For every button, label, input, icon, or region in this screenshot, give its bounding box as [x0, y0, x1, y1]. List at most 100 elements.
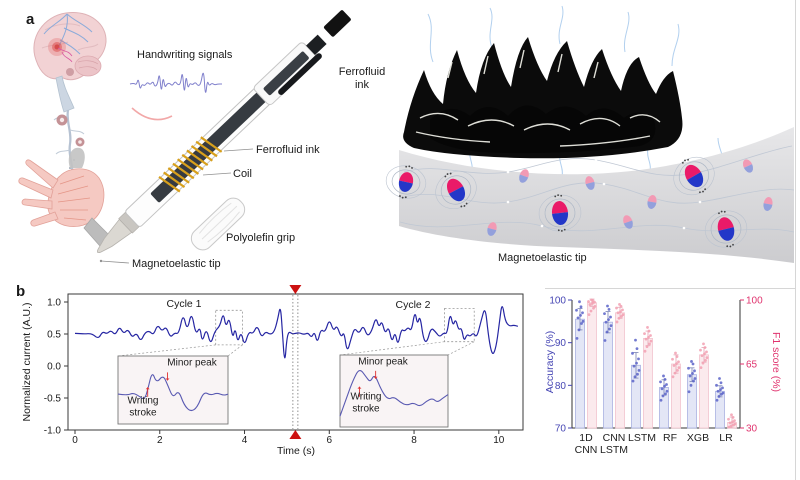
- category-label-0: 1D CNN: [574, 432, 598, 456]
- data-point: [590, 298, 593, 302]
- dipole-particle-small: [585, 176, 595, 190]
- data-point: [677, 360, 680, 364]
- data-point: [615, 320, 619, 324]
- data-point: [635, 347, 639, 351]
- acc-tick-label: 90: [555, 338, 567, 349]
- leader-lines: [99, 148, 254, 264]
- dipole-north: [399, 172, 414, 184]
- pole-dot: [463, 204, 466, 207]
- data-point: [605, 330, 609, 334]
- data-point: [692, 379, 695, 383]
- data-point: [579, 313, 582, 317]
- data-point: [660, 387, 664, 391]
- dipole-south: [623, 220, 633, 229]
- ytick-label: 1.0: [47, 298, 61, 309]
- dipole-south: [519, 174, 529, 183]
- pole-dot: [408, 165, 411, 168]
- data-point: [721, 391, 725, 395]
- handwriting-waveform: [129, 72, 222, 93]
- bar-f1-score-0: [587, 302, 597, 429]
- zoom-region-box: [444, 307, 475, 343]
- data-point: [633, 375, 637, 379]
- handwriting-signals-label: Handwriting signals: [137, 49, 233, 61]
- data-point: [705, 350, 708, 354]
- data-point: [721, 386, 724, 390]
- data-point: [704, 358, 707, 362]
- ytick-label: 0.0: [47, 362, 61, 373]
- annotation-arrowhead: [373, 376, 378, 379]
- pole-dot: [560, 194, 563, 197]
- cycle2-label: Cycle 2: [395, 298, 431, 311]
- data-point: [606, 304, 609, 308]
- data-point: [689, 383, 693, 387]
- xtick-label: 2: [157, 435, 163, 446]
- data-point: [690, 360, 693, 363]
- coil-graphic: [158, 136, 223, 193]
- data-point: [674, 351, 677, 355]
- magnetoelastic-tip-pen-label: Magnetoelastic tip: [132, 258, 221, 270]
- accuracy-axis-label: Accuracy (%): [543, 330, 556, 394]
- data-point: [615, 306, 618, 310]
- ferrofluid-ink-blob-label: Ferrofluid ink: [338, 66, 386, 91]
- pole-dot: [687, 158, 689, 161]
- data-point: [647, 329, 651, 333]
- data-point: [716, 389, 720, 393]
- annotation-arrowhead: [145, 387, 150, 390]
- pole-dot: [729, 245, 732, 248]
- zoom-connector: [117, 344, 216, 357]
- ytick-label: -0.5: [44, 394, 62, 405]
- data-point: [705, 356, 709, 359]
- data-point: [576, 316, 580, 320]
- category-label-2: LSTM: [627, 432, 656, 444]
- main-plot-frame: [67, 293, 524, 431]
- data-point: [659, 380, 662, 384]
- ytick-label: -1.0: [44, 426, 62, 437]
- minor-peak-label-2: Minor peak: [358, 356, 408, 368]
- data-point: [665, 389, 669, 393]
- data-point: [575, 337, 579, 340]
- cerebellum: [74, 55, 102, 77]
- dipole-north: [647, 195, 657, 203]
- panel-b-letter: b: [16, 283, 26, 300]
- category-label-5: LR: [719, 432, 733, 444]
- pole-dot: [444, 175, 447, 178]
- data-point: [693, 377, 697, 380]
- nerve-pathway: [53, 109, 85, 177]
- data-point: [733, 422, 737, 426]
- dipole-particle-small: [623, 215, 633, 229]
- data-point: [631, 379, 635, 383]
- data-point: [589, 309, 593, 313]
- brain-vessels: [43, 13, 93, 55]
- pole-dot: [557, 229, 560, 232]
- xtick-label: 4: [242, 435, 248, 446]
- category-label-1: CNN LSTM: [599, 432, 628, 456]
- pole-dot: [682, 161, 684, 164]
- pole-dot: [718, 212, 720, 215]
- ferrofluid-ink-pen-label: Ferrofluid ink: [256, 144, 320, 156]
- data-point: [646, 326, 649, 329]
- xtick-label: 8: [411, 435, 417, 446]
- data-point: [593, 305, 597, 308]
- data-point: [675, 355, 679, 359]
- data-point: [578, 300, 581, 304]
- dipole-north: [446, 178, 464, 194]
- ferrofluid-blob: [403, 37, 683, 159]
- data-point: [665, 383, 668, 386]
- dipole-north: [487, 222, 497, 231]
- dipole-south: [552, 212, 569, 225]
- data-point: [664, 392, 667, 396]
- dipole-south: [585, 181, 595, 190]
- grip-illustration: [190, 197, 246, 251]
- field-ring: [710, 214, 742, 244]
- data-point: [687, 366, 690, 370]
- pole-dot: [684, 159, 686, 162]
- data-point: [676, 369, 679, 372]
- pole-dot: [460, 205, 463, 208]
- xtick-label: 6: [327, 435, 333, 446]
- data-point: [659, 398, 663, 402]
- data-point: [718, 377, 721, 380]
- inset-box: [339, 354, 449, 428]
- data-point: [581, 319, 585, 323]
- data-point: [645, 345, 649, 349]
